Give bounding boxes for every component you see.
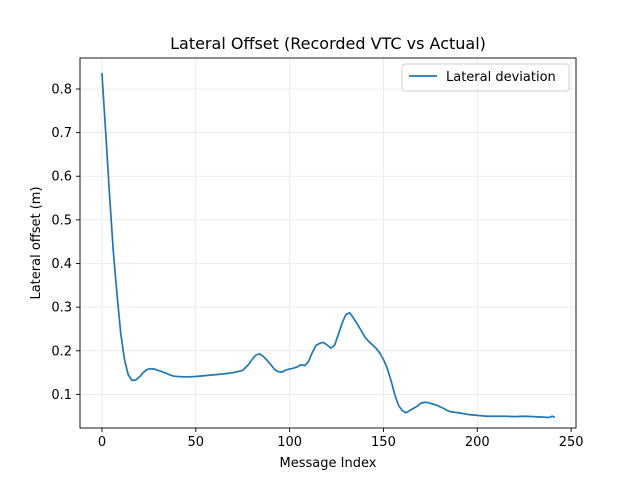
y-tick-label: 0.4 (51, 257, 72, 272)
y-tick-label: 0.5 (51, 213, 72, 228)
y-tick-label: 0.8 (51, 82, 72, 97)
x-axis-label: Message Index (280, 456, 377, 471)
y-tick-label: 0.2 (51, 344, 72, 359)
series-line-lateral-deviation (101, 72, 556, 419)
x-tick-label: 250 (559, 435, 584, 450)
y-tick-label: 0.3 (51, 301, 72, 316)
y-tick-label: 0.7 (51, 126, 72, 141)
x-tick-label: 150 (371, 435, 396, 450)
y-axis: 0.1 0.2 0.3 0.4 0.5 0.6 0.7 0.8 (51, 82, 80, 403)
legend-label: Lateral deviation (446, 70, 556, 85)
x-tick-label: 100 (277, 435, 302, 450)
x-tick-label: 50 (188, 435, 205, 450)
x-tick-label: 200 (465, 435, 490, 450)
x-tick-label: 0 (98, 435, 106, 450)
legend-box (401, 63, 570, 92)
y-axis-label: Lateral offset (m) (29, 186, 44, 299)
x-axis: 0 50 100 150 200 250 (98, 428, 584, 450)
chart-title: Lateral Offset (Recorded VTC vs Actual) (170, 34, 486, 53)
legend: Lateral deviation (401, 63, 570, 92)
grid-layer (80, 58, 576, 428)
y-tick-label: 0.6 (51, 170, 72, 185)
plot-frame (79, 57, 577, 429)
y-tick-label: 0.1 (51, 388, 72, 403)
